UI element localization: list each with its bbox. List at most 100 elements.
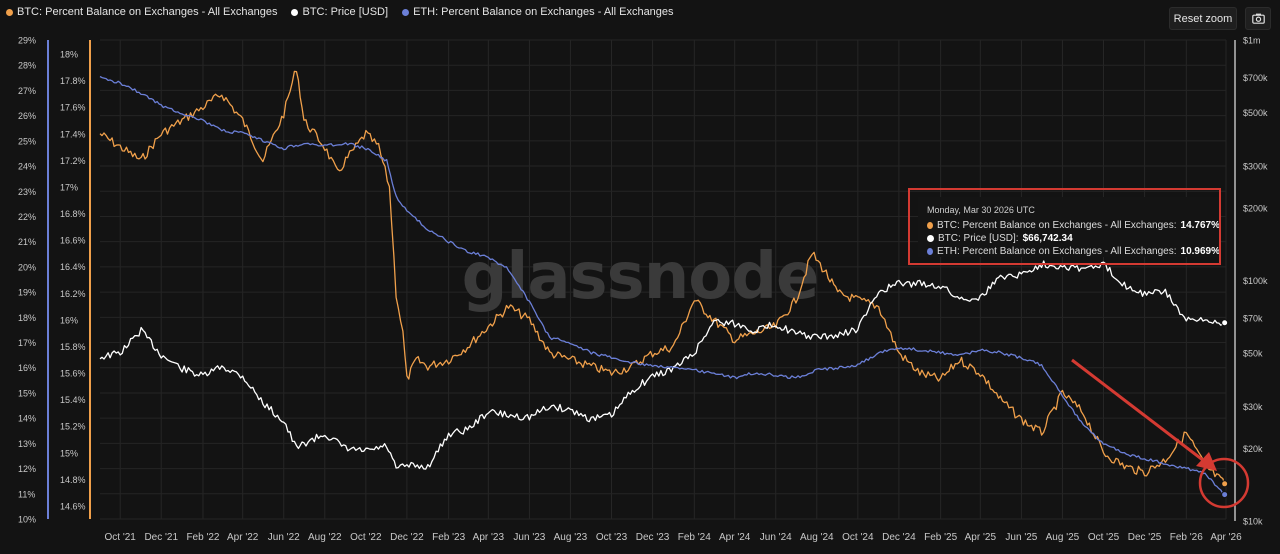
eth-tick-label: 15% <box>18 388 36 398</box>
tooltip-label: BTC: Price [USD]: <box>938 233 1019 244</box>
legend-label: BTC: Percent Balance on Exchanges - All … <box>17 6 278 18</box>
legend-label: BTC: Price [USD] <box>302 6 389 18</box>
x-tick-label: Dec '24 <box>882 532 916 543</box>
x-tick-label: Feb '23 <box>432 532 465 543</box>
legend-dot-icon <box>291 8 299 16</box>
annotation-circle <box>1198 457 1250 509</box>
x-tick-label: Feb '22 <box>186 532 219 543</box>
x-tick-label: Oct '23 <box>596 532 628 543</box>
tooltip-label: ETH: Percent Balance on Exchanges - All … <box>936 246 1177 257</box>
tooltip-dot-icon <box>927 248 933 255</box>
btc-tick-label: 18% <box>60 50 78 60</box>
x-tick-label: Jun '22 <box>268 532 300 543</box>
x-tick-label: Feb '26 <box>1170 532 1203 543</box>
btc-tick-label: 14.8% <box>60 475 86 485</box>
btc-tick-label: 16.6% <box>60 236 86 246</box>
eth-tick-label: 13% <box>18 439 36 449</box>
price-tick-label: $200k <box>1243 204 1268 214</box>
price-tick-label: $300k <box>1243 161 1268 171</box>
legend-item[interactable]: BTC: Percent Balance on Exchanges - All … <box>6 6 277 18</box>
eth-tick-label: 16% <box>18 363 36 373</box>
x-tick-label: Aug '24 <box>800 532 834 543</box>
eth-tick-label: 17% <box>18 338 36 348</box>
watermark: glassnode <box>462 240 819 314</box>
tooltip-label: BTC: Percent Balance on Exchanges - All … <box>936 220 1177 231</box>
eth-tick-label: 21% <box>18 237 36 247</box>
legend-label: ETH: Percent Balance on Exchanges - All … <box>413 6 674 18</box>
eth-tick-label: 25% <box>18 136 36 146</box>
eth-balance-line <box>99 75 1226 496</box>
eth-tick-label: 24% <box>18 162 36 172</box>
x-tick-label: Apr '26 <box>1210 532 1242 543</box>
btc-balance-marker <box>1221 480 1229 488</box>
x-tick-label: Dec '25 <box>1128 532 1162 543</box>
x-tick-label: Jun '25 <box>1005 532 1037 543</box>
btc-tick-label: 16% <box>60 315 78 325</box>
annotation-arrow <box>1071 358 1209 466</box>
x-tick-label: Oct '25 <box>1088 532 1120 543</box>
eth-tick-label: 27% <box>18 86 36 96</box>
camera-icon[interactable] <box>1245 7 1271 30</box>
x-tick-label: Feb '25 <box>924 532 957 543</box>
x-tick-label: Jun '23 <box>513 532 545 543</box>
eth-tick-label: 23% <box>18 187 36 197</box>
btc-tick-label: 17.4% <box>60 129 86 139</box>
price-tick-label: $50k <box>1243 348 1263 358</box>
eth-tick-label: 29% <box>18 36 36 46</box>
btc-tick-label: 17% <box>60 182 78 192</box>
price-tick-label: $100k <box>1243 276 1268 286</box>
price-tick-label: $10k <box>1243 517 1263 527</box>
price-tick-label: $70k <box>1243 313 1263 323</box>
tooltip-dot-icon <box>927 235 934 242</box>
price-tick-label: $700k <box>1243 73 1268 83</box>
btc-tick-label: 16.4% <box>60 262 86 272</box>
tooltip-value: $66,742.34 <box>1022 233 1073 244</box>
x-tick-label: Oct '22 <box>350 532 382 543</box>
tooltip-date: Monday, Mar 30 2026 UTC <box>927 205 1035 215</box>
x-tick-label: Apr '23 <box>473 532 505 543</box>
tooltip-value: 14.767% <box>1180 220 1220 231</box>
tooltip-dot-icon <box>927 222 933 229</box>
x-tick-label: Apr '25 <box>965 532 997 543</box>
x-tick-label: Dec '21 <box>144 532 178 543</box>
eth-tick-label: 20% <box>18 262 36 272</box>
price-tick-label: $500k <box>1243 108 1268 118</box>
btc-price-marker <box>1221 319 1229 327</box>
eth-tick-label: 18% <box>18 313 36 323</box>
legend-dot-icon <box>6 8 13 16</box>
eth-tick-label: 12% <box>18 464 36 474</box>
x-tick-label: Apr '24 <box>719 532 751 543</box>
btc-tick-label: 17.8% <box>60 76 86 86</box>
x-tick-label: Apr '22 <box>227 532 259 543</box>
btc-tick-label: 17.2% <box>60 156 86 166</box>
x-tick-label: Jun '24 <box>760 532 792 543</box>
legend-item[interactable]: BTC: Price [USD] <box>291 6 388 18</box>
btc-tick-label: 15.6% <box>60 369 86 379</box>
eth-tick-label: 28% <box>18 61 36 71</box>
price-tick-label: $30k <box>1243 402 1263 412</box>
eth-tick-label: 22% <box>18 212 36 222</box>
eth-tick-label: 10% <box>18 515 36 525</box>
eth-tick-label: 26% <box>18 111 36 121</box>
btc-tick-label: 16.8% <box>60 209 86 219</box>
price-tick-label: $20k <box>1243 444 1263 454</box>
btc-tick-label: 16.2% <box>60 289 86 299</box>
x-tick-label: Oct '21 <box>105 532 137 543</box>
btc-tick-label: 15.2% <box>60 422 86 432</box>
btc-tick-label: 14.6% <box>60 502 86 512</box>
eth-tick-label: 11% <box>18 489 35 499</box>
reset-zoom-button[interactable]: Reset zoom <box>1169 7 1237 30</box>
eth-tick-label: 19% <box>18 288 36 298</box>
x-tick-label: Aug '22 <box>308 532 342 543</box>
tooltip: Monday, Mar 30 2026 UTC BTC: Percent Bal… <box>918 197 1220 257</box>
tooltip-value: 10.969% <box>1180 246 1220 257</box>
annotation-arrowhead <box>1196 452 1217 471</box>
x-tick-label: Aug '25 <box>1046 532 1080 543</box>
legend-item[interactable]: ETH: Percent Balance on Exchanges - All … <box>402 6 674 18</box>
chart-legend: BTC: Percent Balance on Exchanges - All … <box>6 6 674 18</box>
x-tick-label: Dec '22 <box>390 532 424 543</box>
btc-balance-line <box>99 70 1226 485</box>
btc-tick-label: 15.4% <box>60 395 86 405</box>
tooltip-row: BTC: Price [USD]: $66,742.34 <box>927 233 1220 244</box>
